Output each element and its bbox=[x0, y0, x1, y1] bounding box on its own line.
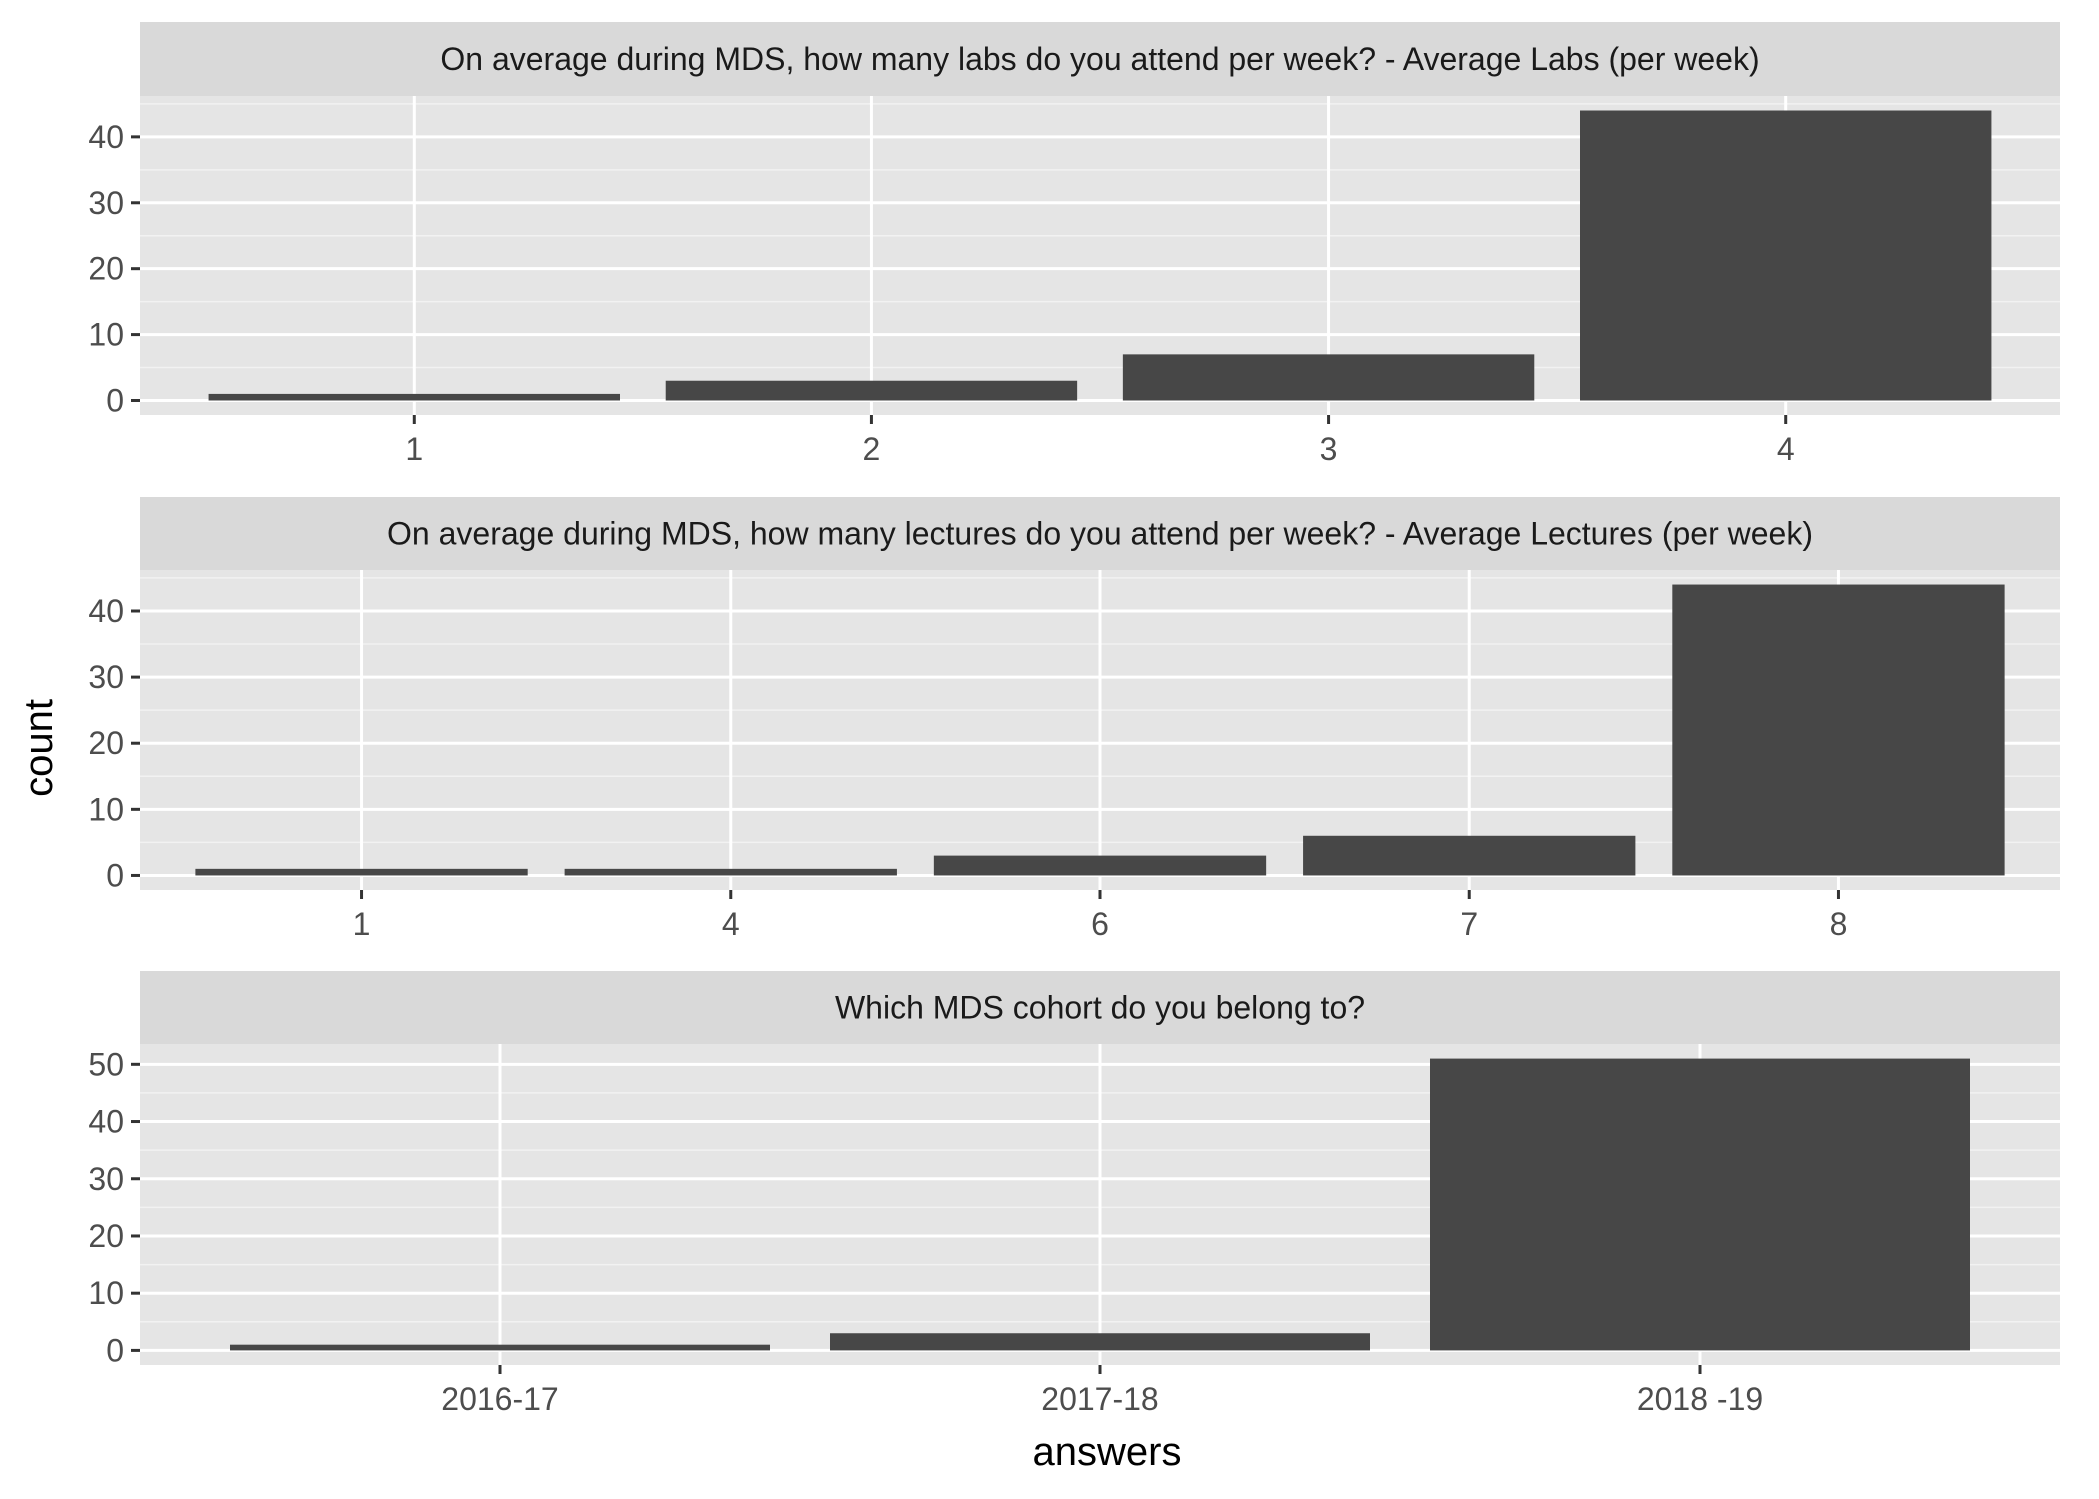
bar-2016-17 bbox=[230, 1344, 770, 1351]
x-tick-label: 1 bbox=[353, 906, 371, 942]
bar-6 bbox=[933, 855, 1267, 876]
bar-1 bbox=[195, 868, 528, 876]
y-tick-label: 40 bbox=[88, 1104, 124, 1140]
bar-2018 -19 bbox=[1430, 1058, 1970, 1351]
y-tick-label: 10 bbox=[88, 317, 124, 353]
x-tick-label: 3 bbox=[1320, 431, 1338, 467]
facet-title-3: Which MDS cohort do you belong to? bbox=[835, 990, 1365, 1026]
y-tick-label: 30 bbox=[88, 1161, 124, 1197]
bar-7 bbox=[1303, 835, 1636, 876]
x-tick-label: 2 bbox=[863, 431, 881, 467]
y-tick-label: 20 bbox=[88, 251, 124, 287]
y-tick-label: 20 bbox=[88, 1218, 124, 1254]
x-tick-label: 2016-17 bbox=[441, 1381, 558, 1417]
x-tick-label: 7 bbox=[1460, 906, 1478, 942]
y-tick-label: 0 bbox=[106, 383, 124, 419]
facet-strip-2 bbox=[140, 497, 2060, 570]
y-tick-label: 10 bbox=[88, 791, 124, 827]
facet-strip-1 bbox=[140, 22, 2060, 96]
facet-strip-3 bbox=[140, 971, 2060, 1044]
x-tick-label: 8 bbox=[1830, 906, 1848, 942]
x-tick-label: 2017-18 bbox=[1041, 1381, 1158, 1417]
bar-2 bbox=[665, 380, 1078, 401]
y-tick-label: 40 bbox=[88, 593, 124, 629]
y-axis-title: count bbox=[17, 699, 61, 797]
y-tick-label: 30 bbox=[88, 185, 124, 221]
y-tick-label: 0 bbox=[106, 1332, 124, 1368]
y-tick-label: 50 bbox=[88, 1046, 124, 1082]
y-tick-label: 30 bbox=[88, 659, 124, 695]
y-tick-label: 20 bbox=[88, 725, 124, 761]
facet-panels: On average during MDS, how many labs do … bbox=[88, 22, 2060, 1417]
x-axis-title: answers bbox=[1033, 1430, 1182, 1474]
y-tick-label: 10 bbox=[88, 1275, 124, 1311]
x-tick-label: 1 bbox=[405, 431, 423, 467]
y-tick-label: 0 bbox=[106, 857, 124, 893]
x-tick-label: 4 bbox=[722, 906, 740, 942]
bar-3 bbox=[1122, 354, 1535, 401]
bar-1 bbox=[208, 393, 621, 401]
x-tick-label: 6 bbox=[1091, 906, 1109, 942]
bar-4 bbox=[564, 868, 897, 876]
facet-title-1: On average during MDS, how many labs do … bbox=[440, 41, 1759, 77]
bar-2017-18 bbox=[830, 1333, 1370, 1351]
bar-8 bbox=[1672, 584, 2005, 876]
x-tick-label: 2018 -19 bbox=[1637, 1381, 1763, 1417]
facet-title-2: On average during MDS, how many lectures… bbox=[387, 516, 1813, 552]
bar-4 bbox=[1580, 110, 1992, 401]
y-tick-label: 40 bbox=[88, 119, 124, 155]
x-tick-label: 4 bbox=[1777, 431, 1795, 467]
